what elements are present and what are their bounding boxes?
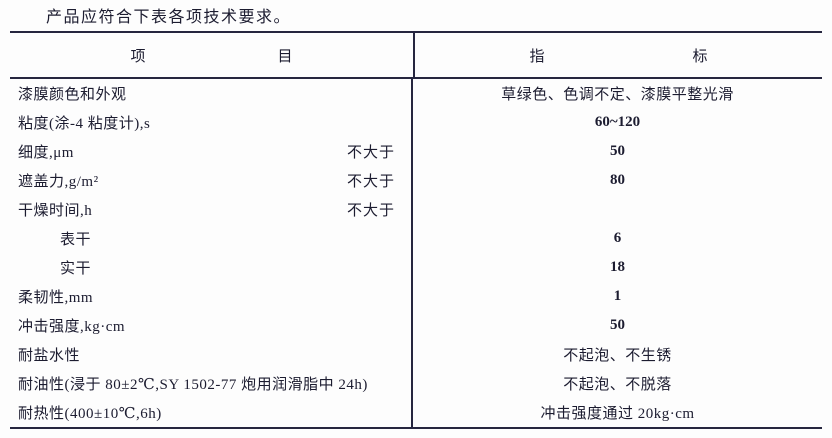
header-item-char-1: 项	[130, 48, 146, 65]
table-row: 耐盐水性 不起泡、不生锈	[10, 340, 822, 369]
row-value-cell: 6	[413, 224, 822, 253]
table-row: 耐热性(400±10℃,6h) 冲击强度通过 20kg·cm	[10, 398, 822, 427]
row-value: 不起泡、不生锈	[563, 348, 672, 364]
intro-text: 产品应符合下表各项技术要求。	[46, 9, 292, 26]
row-value-cell: 50	[413, 311, 822, 340]
row-label-cell: 耐盐水性	[10, 340, 413, 369]
row-label-cell: 冲击强度,kg·cm	[10, 311, 413, 340]
row-value: 1	[613, 288, 622, 304]
row-label: 漆膜颜色和外观	[18, 87, 127, 103]
table-row: 冲击强度,kg·cm 50	[10, 311, 822, 340]
row-label: 细度,μm	[18, 145, 74, 161]
row-value: 60~120	[594, 114, 641, 130]
header-index-column: 指 标	[415, 33, 822, 77]
row-value-cell: 草绿色、色调不定、漆膜平整光滑	[413, 79, 822, 108]
row-qualifier: 不大于	[346, 145, 395, 161]
row-label: 柔韧性,mm	[18, 290, 94, 306]
row-label: 实干	[60, 261, 92, 277]
row-value: 草绿色、色调不定、漆膜平整光滑	[501, 87, 734, 103]
row-value-cell: 80	[413, 166, 822, 195]
row-value-cell: 不起泡、不生锈	[413, 340, 822, 369]
row-value: 18	[610, 259, 625, 275]
table-row: 实干 18	[10, 253, 822, 282]
row-label: 耐盐水性	[18, 348, 81, 364]
row-label: 干燥时间,h	[18, 203, 93, 219]
header-index-char-2: 标	[692, 48, 708, 65]
row-value: 不起泡、不脱落	[563, 377, 672, 393]
table-row: 干燥时间,h 不大于	[10, 195, 822, 224]
table-header-row: 项 目 指 标	[10, 33, 822, 79]
row-label-cell: 表干	[10, 224, 413, 253]
header-item-char-2: 目	[277, 48, 293, 65]
table-row: 柔韧性,mm 1	[10, 282, 822, 311]
table-row: 表干 6	[10, 224, 822, 253]
row-label-cell: 耐热性(400±10℃,6h)	[10, 398, 413, 427]
row-value: 80	[610, 172, 625, 188]
row-value-cell: 18	[413, 253, 822, 282]
row-value: 冲击强度通过 20kg·cm	[540, 406, 695, 422]
spec-table: 项 目 指 标 漆膜颜色和外观 草绿色、色调不定、漆膜平整光滑 粘度(涂-4 粘…	[10, 31, 822, 429]
row-label-cell: 细度,μm 不大于	[10, 137, 413, 166]
row-value-cell: 不起泡、不脱落	[413, 369, 822, 398]
row-value: 50	[610, 317, 625, 333]
row-label-cell: 耐油性(浸于 80±2℃,SY 1502-77 炮用润滑脂中 24h)	[10, 369, 413, 398]
row-label: 遮盖力,g/m²	[18, 174, 99, 190]
table-row: 遮盖力,g/m² 不大于 80	[10, 166, 822, 195]
row-qualifier: 不大于	[346, 174, 395, 190]
row-label: 冲击强度,kg·cm	[18, 319, 126, 335]
header-index-char-1: 指	[529, 48, 545, 65]
table-row: 耐油性(浸于 80±2℃,SY 1502-77 炮用润滑脂中 24h) 不起泡、…	[10, 369, 822, 398]
row-label: 表干	[60, 232, 92, 248]
row-label-cell: 漆膜颜色和外观	[10, 79, 413, 108]
row-value-cell	[413, 195, 822, 224]
row-value-cell: 50	[413, 137, 822, 166]
row-label-cell: 遮盖力,g/m² 不大于	[10, 166, 413, 195]
table-row: 粘度(涂-4 粘度计),s 60~120	[10, 108, 822, 137]
table-row: 细度,μm 不大于 50	[10, 137, 822, 166]
row-value-cell: 60~120	[413, 108, 822, 137]
header-item-column: 项 目	[10, 33, 415, 77]
row-value-cell: 冲击强度通过 20kg·cm	[413, 398, 822, 427]
row-label-cell: 柔韧性,mm	[10, 282, 413, 311]
table-row: 漆膜颜色和外观 草绿色、色调不定、漆膜平整光滑	[10, 79, 822, 108]
row-label-cell: 实干	[10, 253, 413, 282]
row-value-cell: 1	[413, 282, 822, 311]
row-label: 耐热性(400±10℃,6h)	[18, 406, 162, 422]
row-value: 6	[613, 230, 622, 246]
row-label: 粘度(涂-4 粘度计),s	[18, 116, 151, 132]
row-label-cell: 干燥时间,h 不大于	[10, 195, 413, 224]
row-qualifier: 不大于	[346, 203, 395, 219]
row-label-cell: 粘度(涂-4 粘度计),s	[10, 108, 413, 137]
row-value: 50	[610, 143, 625, 159]
row-label: 耐油性(浸于 80±2℃,SY 1502-77 炮用润滑脂中 24h)	[18, 377, 368, 393]
